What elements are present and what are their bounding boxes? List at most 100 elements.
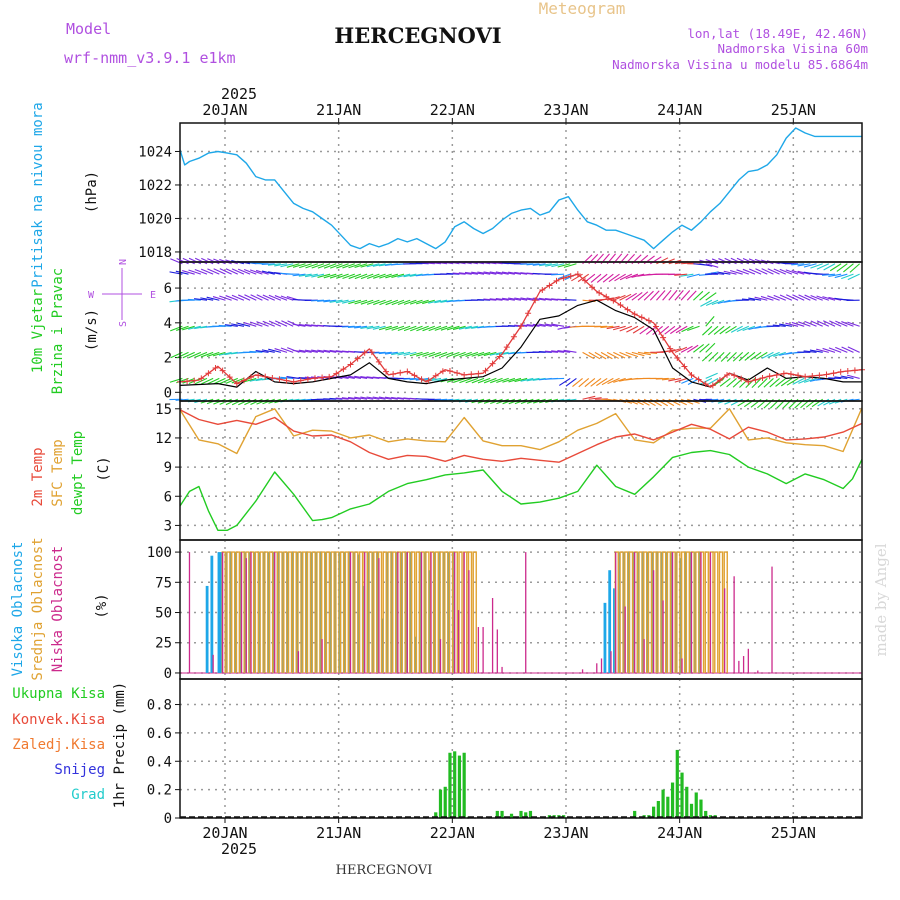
wind-direction-arrow [416,299,429,305]
wind-direction-arrow [754,296,768,301]
wind-direction-arrow [267,263,281,266]
wind-direction-arrow [724,257,737,265]
wind-speed-marker [326,373,333,380]
bottom-date-tick-label: 24JAN [657,824,702,842]
wind-direction-arrow [298,349,312,353]
wind-speed-marker [219,367,226,374]
high-cloud-bar [679,558,683,673]
y-tick-label: 0.4 [147,754,172,770]
high-cloud-bar [617,552,621,673]
wind-speed-marker [844,368,851,375]
wind-direction-arrow [176,351,189,359]
wind-speed-marker [773,371,780,378]
wind-direction-arrow [750,351,762,361]
wind-direction-arrow [613,351,626,359]
wind-direction-arrow [477,377,491,384]
bottom-date-axis: 20JAN 21JAN 22JAN 23JAN 24JAN 25JAN [202,818,816,842]
high-cloud-bar [314,552,318,673]
wind-direction-arrow [292,349,306,353]
wind-speed-marker [830,370,837,377]
wind-direction-arrow [791,269,805,275]
wind-speed-marker [851,367,858,374]
wind-direction-arrow [600,351,613,360]
wind-direction-arrow [348,263,362,269]
wind-direction-arrow [792,294,805,301]
high-cloud-side-label: Visoka Oblacnost [10,542,26,677]
mid-cloud-bar [335,551,340,673]
wind-direction-arrow [619,325,633,332]
wind-speed-marker [205,370,212,377]
high-cloud-bar [665,552,668,673]
wind-direction-arrow [590,377,602,387]
wind-direction-arrow [182,257,195,265]
wind-speed-marker [269,374,276,381]
wind-direction-arrow [489,271,503,275]
wind-speed-marker [674,354,681,361]
wind-direction-arrow [231,294,245,301]
y-tick-label: 1020 [138,211,172,227]
wind-direction-arrow [577,273,590,283]
wind-direction-arrow [207,258,220,265]
wind-direction-arrow [397,273,411,278]
wind-direction-arrow [292,273,306,277]
high-cloud-bar [257,552,261,673]
total-precip-bar [448,752,452,818]
wind-speed-marker [276,376,283,383]
wind-direction-arrow [514,297,528,301]
wind-direction-arrow [816,348,829,353]
wind-direction-arrow [717,271,731,275]
wind-direction-arrow [544,350,558,353]
mid-cloud-bar [444,551,449,673]
wind-direction-arrow [711,272,725,275]
wind-direction-arrow [711,299,725,306]
total-precip-bar [685,786,689,818]
y-tick-label: 0 [164,385,172,401]
wind-speed-marker [553,277,560,284]
wind-speed-marker [461,371,468,378]
mid-cloud-bar [704,551,710,673]
sfc-side-label: SFC Temp [50,439,66,506]
wind-direction-arrow [834,273,848,279]
top-date-tick-label: 20JAN [202,101,247,119]
wind-direction-arrow [596,377,608,387]
total-precip-bar [500,810,504,818]
high-cloud-bar [267,552,271,673]
wind-direction-arrow [680,290,691,301]
wind-direction-arrow [726,377,737,388]
wind-direction-arrow [207,377,220,385]
wind-direction-arrow [261,263,275,265]
wind-direction-arrow [810,320,823,327]
wind-direction-arrow [268,294,282,301]
wind-direction-arrow [379,273,392,279]
wind-direction-arrow [335,299,349,304]
wind-direction-arrow [572,377,583,388]
y-tick-label: 0.8 [147,698,172,714]
wind-speed-marker [354,355,361,362]
wind-direction-arrow [606,351,619,359]
wind-direction-arrow [342,263,355,269]
high-cloud-bar [698,552,702,673]
wind-direction-arrow [459,377,472,384]
total-precip-bar [457,755,462,818]
wind-speed-marker [397,369,404,376]
wind-direction-arrow [563,349,577,353]
mid-cloud-bar [439,551,444,673]
wind-direction-arrow [803,377,817,383]
wind-direction-arrow [341,397,355,400]
high-cloud-bar [357,554,361,673]
wind-direction-arrow [360,273,374,280]
wind-direction-arrow [194,257,208,265]
wind-direction-arrow [520,324,534,327]
wind-direction-arrow [200,351,214,358]
wind-direction-arrow [218,324,232,327]
wind-speed-marker [581,277,588,284]
wind-direction-arrow [243,268,257,275]
wind-direction-arrow [335,397,349,400]
wind-direction-arrow [823,263,836,271]
wind-direction-arrow [785,269,799,275]
wind-direction-arrow [674,377,688,383]
mid-cloud-bar [472,551,477,673]
wind-direction-arrow [625,273,639,280]
wind-direction-arrow [662,398,675,407]
mid-cloud-bar [278,551,283,673]
